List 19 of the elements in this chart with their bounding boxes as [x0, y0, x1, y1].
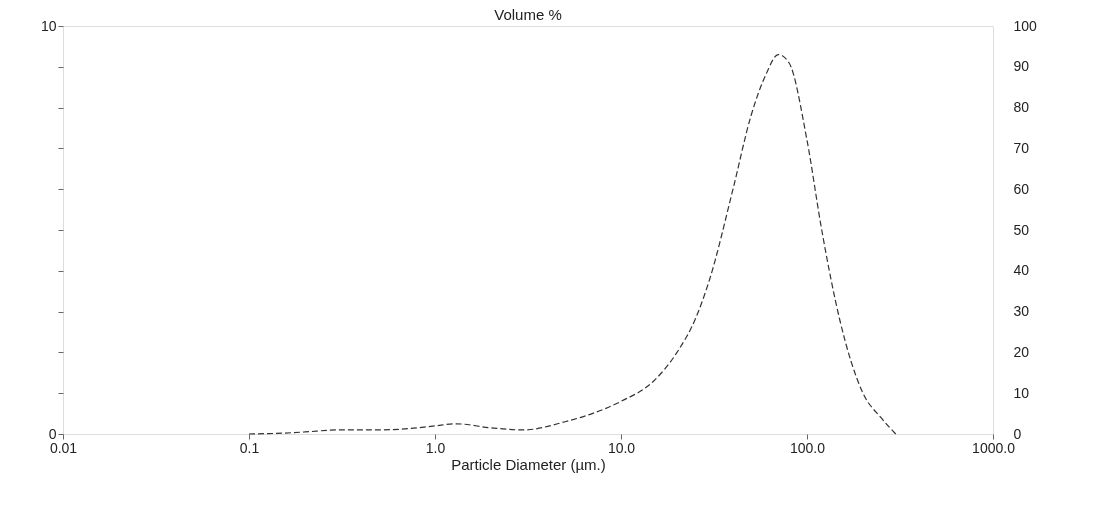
x-tick-label: 0.01: [49, 439, 78, 456]
y2-tick-label: 100: [1013, 17, 1038, 34]
x-tick-label: 1.0: [425, 439, 446, 456]
y2-tick-label: 20: [1013, 343, 1030, 360]
y2-tick-label: 30: [1013, 303, 1030, 320]
x-tick-label: 10.0: [607, 439, 636, 456]
x-axis-title: Particle Diameter (µm.): [451, 455, 606, 473]
y2-tick-label: 50: [1013, 221, 1030, 238]
x-tick-label: 1000.0: [972, 439, 1016, 456]
chart-title: Volume %: [494, 6, 562, 23]
y2-tick-label: 10: [1013, 384, 1030, 401]
x-tick-label: 0.1: [239, 439, 260, 456]
y2-tick-label: 90: [1013, 58, 1030, 75]
y2-tick-label: 40: [1013, 262, 1030, 279]
x-tick-label: 100.0: [789, 439, 826, 456]
y2-tick-label: 60: [1013, 180, 1030, 197]
y2-tick-label: 70: [1013, 139, 1030, 156]
y2-tick-label: 80: [1013, 99, 1030, 116]
y2-tick-label: 0: [1013, 425, 1022, 442]
